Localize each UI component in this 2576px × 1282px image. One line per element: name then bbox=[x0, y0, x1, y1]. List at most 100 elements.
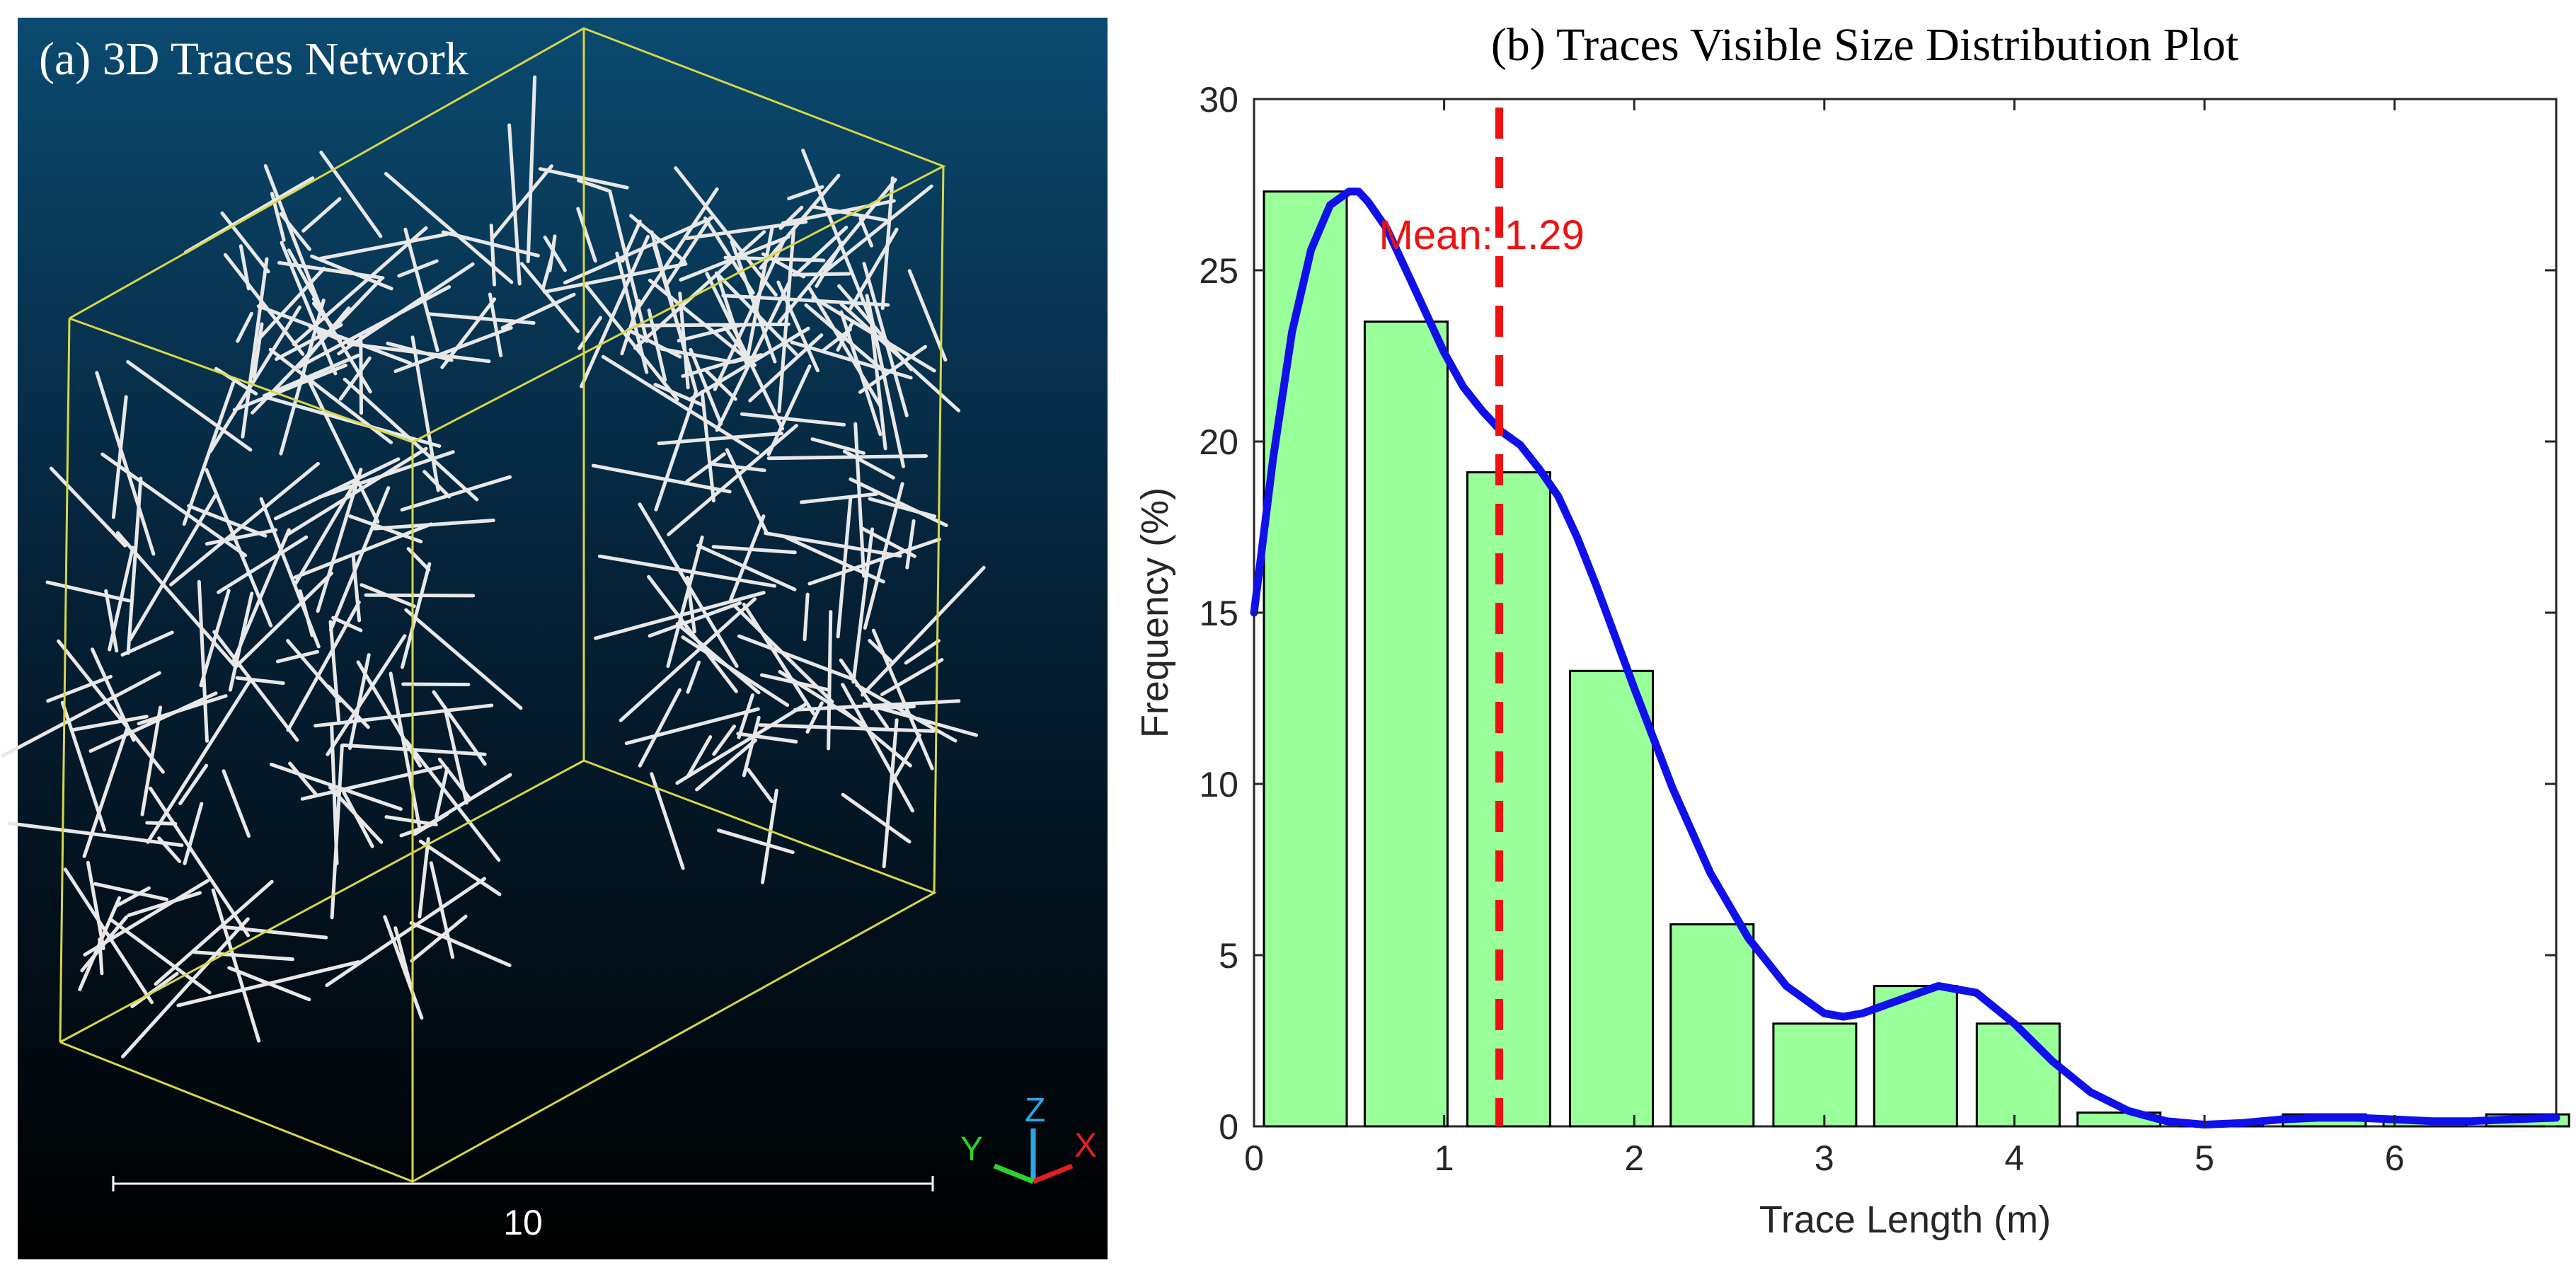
trace-segment bbox=[60, 700, 106, 832]
trace-segment bbox=[208, 305, 301, 454]
trace-segment bbox=[140, 705, 163, 816]
trace-segment bbox=[409, 920, 512, 967]
trace-segment bbox=[389, 671, 422, 829]
trace-segment bbox=[429, 861, 455, 959]
trace-segment bbox=[711, 545, 797, 555]
trace-segment bbox=[393, 325, 513, 374]
trace-segment bbox=[435, 766, 449, 819]
trace-segment bbox=[346, 342, 491, 364]
histogram-bar bbox=[1873, 985, 1958, 1128]
trace-segment bbox=[721, 294, 890, 307]
trace-segment bbox=[803, 592, 810, 642]
trace-segment bbox=[404, 608, 523, 710]
trace-segment bbox=[638, 688, 682, 768]
trace-segment bbox=[318, 450, 455, 499]
trace-segment bbox=[259, 497, 321, 649]
panel-a-viewer[interactable]: (a) 3D Traces Network 10 Z X Y bbox=[1, 18, 1108, 1259]
bounding-box bbox=[59, 27, 946, 1183]
trace-segment bbox=[824, 184, 933, 273]
trace-segment bbox=[541, 254, 554, 289]
trace-segment bbox=[1, 671, 161, 758]
trace-segment bbox=[882, 718, 899, 869]
trace-segment bbox=[594, 591, 766, 640]
trace-segment bbox=[871, 628, 934, 770]
trace-segment bbox=[889, 733, 921, 786]
trace-segment bbox=[695, 738, 758, 792]
trace-segment bbox=[126, 476, 143, 655]
trace-segment bbox=[403, 227, 439, 352]
trace-segment bbox=[737, 693, 754, 739]
trace-segment bbox=[300, 765, 443, 801]
trace-segment bbox=[288, 761, 318, 797]
density-curve-group bbox=[1250, 187, 2560, 1129]
y-tick-label: 0 bbox=[1219, 1107, 1238, 1147]
trace-segment bbox=[383, 915, 424, 1020]
y-tick-label: 10 bbox=[1199, 765, 1238, 804]
trace-segment bbox=[804, 303, 889, 376]
trace-segment bbox=[413, 812, 449, 836]
trace-segment bbox=[758, 723, 936, 733]
x-tick-label: 2 bbox=[1624, 1138, 1644, 1178]
trace-segment bbox=[703, 368, 737, 401]
trace-segment bbox=[858, 216, 873, 248]
trace-segment bbox=[111, 395, 128, 519]
trace-segment bbox=[328, 620, 341, 725]
trace-segment bbox=[836, 495, 853, 639]
trace-segment bbox=[708, 462, 766, 473]
trace-segment bbox=[791, 272, 851, 277]
trace-segment bbox=[427, 312, 536, 325]
trace-segment bbox=[337, 262, 475, 356]
trace-segment bbox=[812, 204, 888, 222]
trace-segment bbox=[868, 497, 937, 519]
trace-segment bbox=[675, 703, 807, 785]
trace-segment bbox=[432, 690, 487, 766]
trace-segment bbox=[137, 694, 228, 726]
trace-segment bbox=[820, 328, 852, 353]
trace-segment bbox=[178, 763, 209, 806]
trace-segment bbox=[274, 457, 401, 521]
trace-segment bbox=[127, 891, 202, 918]
x-tick-label: 3 bbox=[1815, 1138, 1834, 1178]
trace-segment bbox=[255, 267, 326, 343]
trace-segment bbox=[223, 253, 305, 356]
trace-segment bbox=[647, 574, 738, 693]
histogram-bar bbox=[1772, 1022, 1858, 1128]
trace-segment bbox=[880, 658, 944, 696]
trace-segment bbox=[217, 535, 309, 594]
trace-segment bbox=[654, 391, 698, 512]
box-edge-right bbox=[933, 166, 945, 894]
trace-segment bbox=[384, 172, 514, 284]
box-edge-left bbox=[59, 318, 71, 1043]
trace-segment bbox=[280, 241, 338, 376]
trace-segment bbox=[853, 422, 866, 578]
trace-segment bbox=[294, 480, 357, 586]
trace-segment bbox=[235, 676, 285, 686]
trace-segment bbox=[397, 259, 439, 278]
trace-segment bbox=[597, 554, 776, 588]
trace-segment bbox=[591, 463, 732, 494]
trace-segment bbox=[746, 768, 774, 804]
trace-segment bbox=[778, 669, 863, 725]
x-axis-arrow bbox=[1032, 1163, 1074, 1184]
bars-group bbox=[1263, 190, 2570, 1128]
trace-segment bbox=[660, 347, 732, 364]
trace-segment bbox=[849, 227, 899, 311]
trace-segment bbox=[418, 839, 502, 896]
trace-segment bbox=[211, 888, 261, 1043]
trace-segment bbox=[418, 837, 430, 919]
trace-segment bbox=[236, 311, 253, 343]
trace-segment bbox=[815, 241, 844, 288]
trace-segment bbox=[197, 579, 209, 743]
trace-segment bbox=[841, 792, 912, 844]
trace-segment bbox=[685, 220, 808, 241]
trace-segment bbox=[343, 377, 479, 502]
trace-segment bbox=[146, 679, 252, 844]
viewer-background bbox=[18, 18, 1108, 1259]
trace-segment bbox=[212, 630, 299, 742]
histogram-bar bbox=[1466, 471, 1551, 1128]
trace-segment bbox=[359, 333, 363, 415]
trace-segment bbox=[49, 466, 127, 548]
trace-segment bbox=[149, 786, 251, 937]
axis-triad[interactable]: Z X Y bbox=[960, 1092, 1097, 1184]
